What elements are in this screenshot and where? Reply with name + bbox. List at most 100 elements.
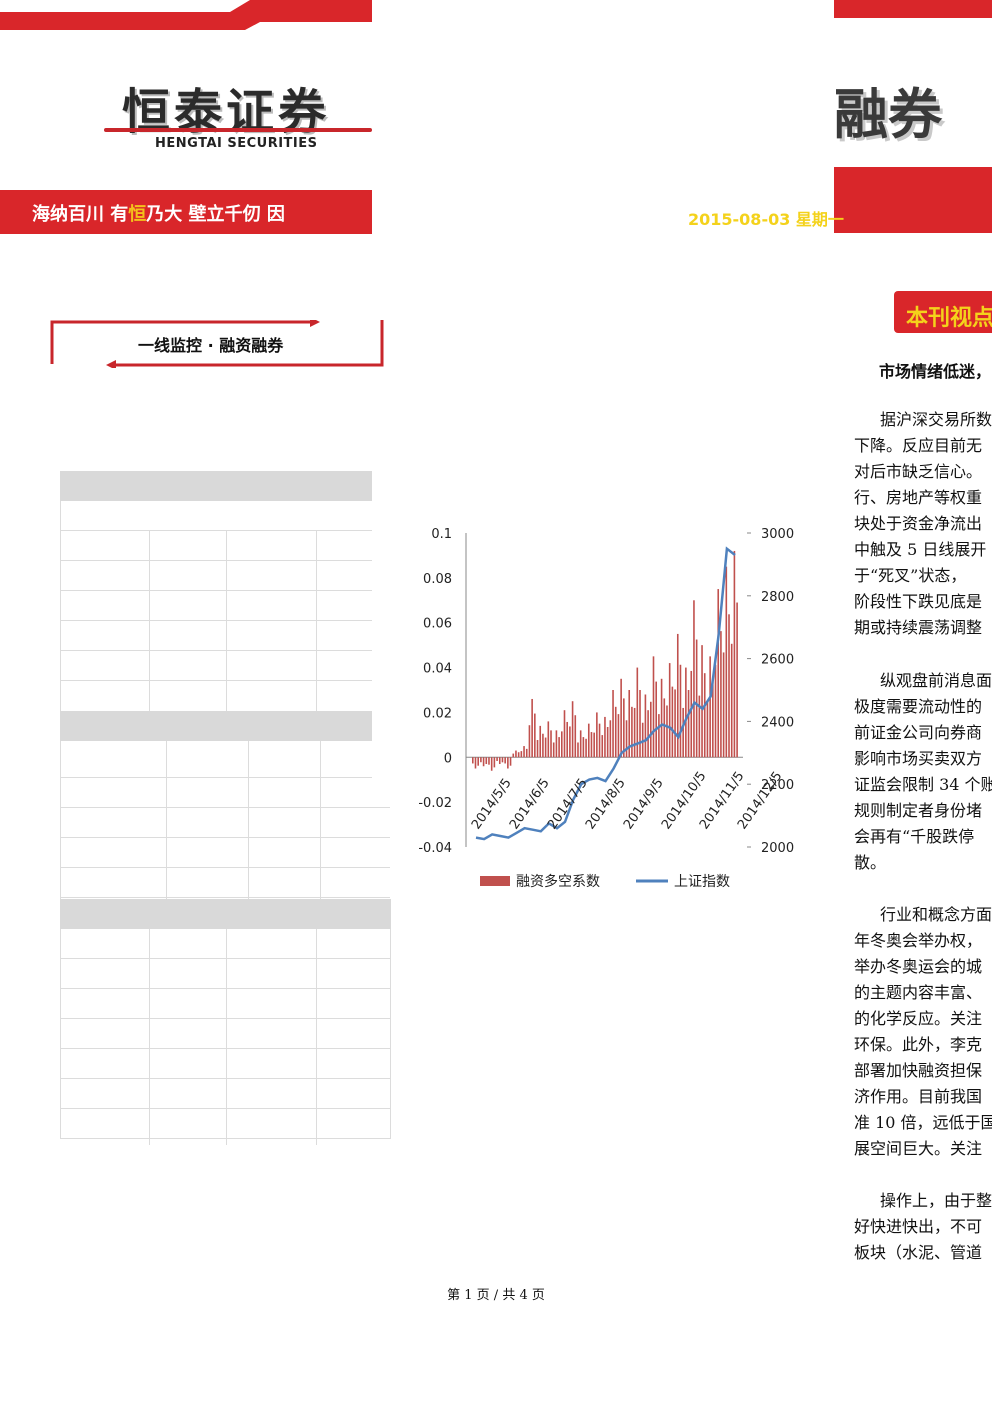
paragraph-line: 部署加快融资担保 (854, 1061, 983, 1080)
bar (525, 748, 528, 758)
bar (552, 742, 555, 758)
bar (482, 757, 485, 767)
bar (558, 737, 560, 758)
bar (587, 723, 590, 758)
bar (733, 550, 736, 758)
bar (512, 753, 515, 758)
table-1-grid (60, 501, 372, 711)
viewpoint-headline: 市场情绪低迷， (879, 362, 992, 381)
paragraph-line: 行业和概念方面 (880, 905, 992, 924)
bar (617, 714, 620, 758)
bar (639, 690, 641, 758)
slogan-bar (0, 190, 372, 234)
paragraph-2: 纵观盘前消息面 极度需要流动性的 前证金公司向券商 影响市场买卖双方 证监会限制… (854, 668, 992, 876)
bar (598, 723, 601, 758)
paragraph-line: 极度需要流动性的 (854, 697, 983, 716)
bar (614, 706, 617, 758)
data-table-3 (60, 899, 391, 1145)
paragraph-line: 会再有“千股跌停 (854, 827, 975, 846)
header-right-stripe (834, 0, 992, 18)
paragraph-line: 的主题内容丰富、 (854, 983, 983, 1002)
paragraph-line: 展空间巨大。关注 (854, 1139, 983, 1158)
bar (728, 614, 730, 758)
table-3-header-band (60, 899, 391, 929)
paragraph-line: 对后市缺乏信心。 (854, 462, 983, 481)
table-3-grid (60, 929, 391, 1145)
bar (498, 757, 501, 765)
line-series (475, 546, 736, 841)
paragraph-line: 的化学反应。关注 (854, 1009, 983, 1028)
y-right-tick-label: 2800 (761, 590, 794, 605)
bar (606, 727, 609, 758)
bar (539, 725, 542, 758)
y-right-tick-label: 2400 (761, 715, 794, 730)
paragraph-line: 下降。反应目前无 (854, 436, 983, 455)
bar (720, 631, 722, 758)
bar (571, 701, 574, 758)
y-left-tick-label: 0.08 (423, 572, 452, 587)
paragraph-line: 行、房地产等权重 (854, 488, 983, 507)
y-left-tick-label: 0 (444, 751, 452, 766)
bar (566, 721, 568, 758)
paragraph-line: 影响市场买卖双方 (854, 749, 983, 768)
bar (517, 752, 520, 758)
data-table-2 (60, 711, 390, 899)
header-right: 融券 (834, 0, 992, 235)
bar (671, 686, 674, 758)
y-left-tick-label: 0.1 (431, 527, 452, 542)
bar (722, 652, 725, 758)
paragraph-line: 前证金公司向券商 (854, 723, 983, 742)
legend-swatch-bar (480, 876, 510, 886)
table-1-header-band (60, 471, 372, 501)
bar (703, 673, 706, 758)
y-right-tick-label: 3000 (761, 527, 794, 542)
bar (582, 737, 585, 758)
paragraph-line: 准 10 倍，远低于国 (854, 1113, 992, 1132)
bar (501, 757, 504, 763)
paragraph-3: 行业和概念方面 年冬奥会举办权， 举办冬奥运会的城 的主题内容丰富、 的化学反应… (854, 902, 992, 1162)
section-frame (50, 317, 384, 370)
paragraph-line: 年冬奥会举办权， (854, 931, 983, 950)
paragraph-line: 证监会限制 34 个账 (854, 775, 992, 794)
bar (633, 707, 636, 758)
publication-title-fragment: 融券 (834, 83, 942, 146)
paragraph-line: 环保。此外，李克 (854, 1035, 983, 1054)
bar (515, 750, 517, 758)
bar (523, 746, 525, 758)
bar (490, 757, 493, 771)
bar (604, 716, 606, 758)
bar (717, 589, 720, 758)
slogan: 海纳百川 有恒乃大 壁立千仞 因 (32, 204, 285, 225)
bar (569, 726, 571, 758)
table-2-header-band (60, 711, 372, 741)
bar (509, 757, 512, 766)
bar (574, 715, 577, 758)
table-2-grid (60, 741, 390, 899)
bar (493, 757, 496, 768)
bar (561, 731, 563, 758)
bar (668, 663, 671, 758)
bar (550, 730, 552, 758)
paragraph-line: 阶段性下跌见底是 (854, 592, 983, 611)
bar (577, 742, 579, 758)
legend-label-bar: 融资多空系数 (516, 873, 600, 890)
bar (536, 740, 539, 758)
paragraph-line: 纵观盘前消息面 (880, 671, 992, 690)
y-left-tick-label: 0.06 (423, 617, 452, 632)
y-right-tick-label: 2600 (761, 653, 794, 668)
bar (687, 690, 690, 758)
bar (601, 735, 604, 758)
bar (736, 602, 738, 758)
issue-date: 2015-08-03 星期一 (688, 210, 844, 229)
legend-label-line: 上证指数 (674, 874, 730, 890)
bar (496, 757, 498, 761)
bar (666, 705, 668, 758)
bar (690, 670, 693, 758)
logo-english: HENGTAI SECURITIES (155, 136, 318, 151)
bar (472, 757, 474, 764)
bar (660, 678, 663, 758)
bar (544, 737, 547, 758)
bar (625, 720, 628, 758)
header-right-red-block (834, 167, 992, 233)
bar (647, 710, 649, 758)
